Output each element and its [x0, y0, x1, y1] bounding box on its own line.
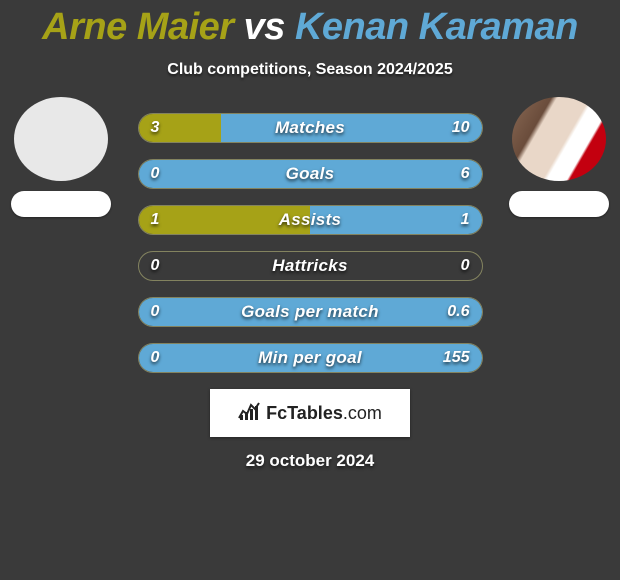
bar-row: 0 Hattricks 0 — [138, 251, 483, 281]
bar-row: 1 Assists 1 — [138, 205, 483, 235]
comparison-chart: 3 Matches 10 0 Goals 6 1 Assists 1 0 Hat… — [0, 113, 620, 373]
bar-right-value: 10 — [452, 114, 470, 142]
bar-label: Hattricks — [139, 252, 482, 280]
brand-box: FcTables.com — [210, 389, 410, 437]
player1-avatar-block — [6, 97, 116, 217]
bar-row: 0 Min per goal 155 — [138, 343, 483, 373]
player1-avatar — [14, 97, 108, 181]
bar-label: Goals — [139, 160, 482, 188]
brand-bold: FcTables — [266, 403, 343, 423]
chart-icon — [238, 401, 260, 426]
bar-right-value: 1 — [461, 206, 470, 234]
bar-right-value: 6 — [461, 160, 470, 188]
bars-container: 3 Matches 10 0 Goals 6 1 Assists 1 0 Hat… — [138, 113, 483, 373]
brand-thin: .com — [343, 403, 382, 423]
brand-text: FcTables.com — [266, 403, 382, 424]
player2-flag-pill — [509, 191, 609, 217]
bar-row: 0 Goals 6 — [138, 159, 483, 189]
player2-name: Kenan Karaman — [295, 6, 578, 48]
bar-right-value: 0.6 — [447, 298, 469, 326]
player2-avatar — [512, 97, 606, 181]
player2-avatar-block — [504, 97, 614, 217]
player1-name: Arne Maier — [42, 6, 233, 48]
page-title: Arne Maier vs Kenan Karaman — [0, 0, 620, 49]
bar-label: Assists — [139, 206, 482, 234]
player1-flag-pill — [11, 191, 111, 217]
vs-text: vs — [244, 6, 285, 48]
bar-row: 3 Matches 10 — [138, 113, 483, 143]
subtitle: Club competitions, Season 2024/2025 — [0, 61, 620, 79]
bar-row: 0 Goals per match 0.6 — [138, 297, 483, 327]
bar-label: Goals per match — [139, 298, 482, 326]
bar-right-value: 0 — [461, 252, 470, 280]
bar-label: Matches — [139, 114, 482, 142]
bar-label: Min per goal — [139, 344, 482, 372]
bar-right-value: 155 — [443, 344, 470, 372]
footer-date: 29 october 2024 — [0, 451, 620, 471]
